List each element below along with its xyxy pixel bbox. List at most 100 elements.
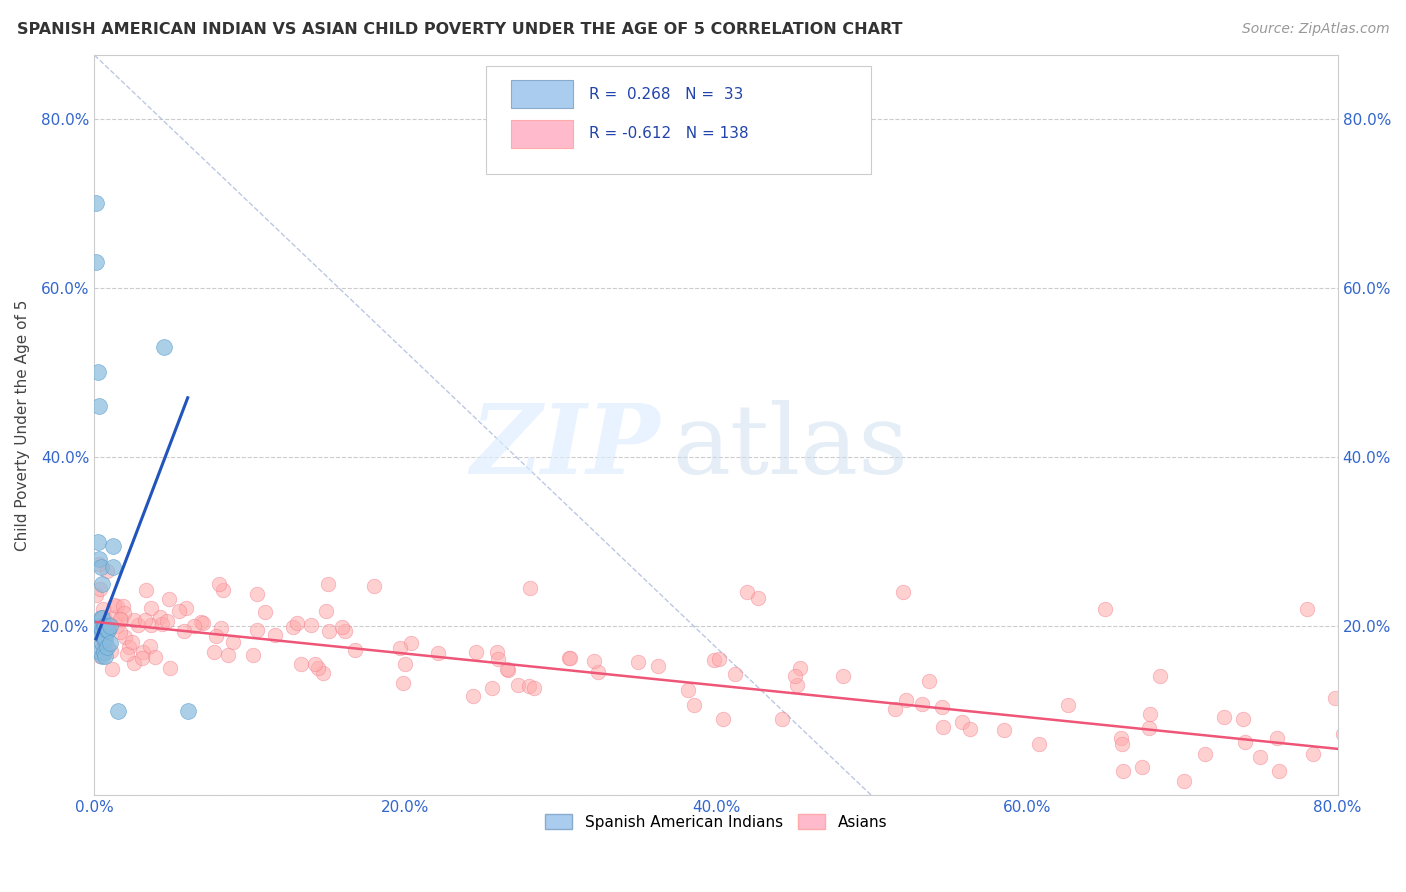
Point [1111, 737, 1133, 751]
Point [1212, 710, 1234, 724]
Point [392, 676, 415, 690]
Point [122, 656, 145, 670]
Point [242, 648, 264, 662]
Point [94, 619, 117, 633]
Point [139, 601, 162, 615]
Point [307, 661, 329, 675]
Point [112, 599, 135, 614]
Point [786, 678, 808, 692]
Point [107, 704, 129, 718]
Point [785, 668, 807, 682]
Point [1137, 721, 1160, 735]
Point [90, 627, 112, 641]
Point [98, 636, 121, 650]
Point [496, 664, 519, 678]
Point [117, 640, 139, 655]
Point [134, 613, 156, 627]
Point [89, 619, 111, 633]
Point [304, 657, 326, 671]
Point [156, 614, 179, 628]
Point [931, 720, 953, 734]
Point [93, 610, 115, 624]
Point [173, 624, 195, 638]
Point [100, 644, 122, 658]
Point [143, 650, 166, 665]
Point [86, 620, 108, 634]
Point [91, 648, 114, 663]
Point [770, 712, 793, 726]
Point [682, 698, 704, 713]
Point [98, 619, 121, 633]
Point [208, 577, 231, 591]
Point [1094, 602, 1116, 616]
Point [486, 652, 509, 666]
Point [98, 617, 121, 632]
Point [399, 636, 422, 650]
Point [209, 621, 232, 635]
Point [1028, 737, 1050, 751]
Point [84, 196, 107, 211]
Point [481, 681, 503, 695]
Text: R =  0.268   N =  33: R = 0.268 N = 33 [589, 87, 744, 102]
Point [1130, 760, 1153, 774]
Point [486, 645, 509, 659]
Point [108, 611, 131, 625]
Point [105, 619, 128, 633]
Point [299, 618, 322, 632]
Point [1331, 727, 1354, 741]
FancyBboxPatch shape [486, 66, 872, 174]
Point [86, 365, 108, 379]
Point [96, 624, 118, 638]
Point [703, 653, 725, 667]
Point [90, 560, 112, 574]
Point [506, 678, 529, 692]
Point [131, 645, 153, 659]
Point [86, 534, 108, 549]
Point [1149, 669, 1171, 683]
Point [104, 610, 127, 624]
Point [315, 604, 337, 618]
Point [89, 582, 111, 597]
Point [150, 617, 173, 632]
Point [910, 698, 932, 712]
Point [205, 629, 228, 643]
Point [894, 692, 917, 706]
Point [91, 611, 114, 625]
Point [1111, 764, 1133, 779]
Point [202, 645, 225, 659]
Point [86, 588, 108, 602]
Point [959, 722, 981, 736]
Point [789, 661, 811, 675]
Point [174, 601, 197, 615]
Point [333, 624, 356, 638]
Point [89, 648, 111, 663]
Point [316, 577, 339, 591]
Point [254, 605, 277, 619]
Point [91, 636, 114, 650]
Point [676, 683, 699, 698]
Point [94, 632, 117, 646]
Legend: Spanish American Indians, Asians: Spanish American Indians, Asians [538, 807, 893, 836]
Point [221, 635, 243, 649]
Point [1173, 774, 1195, 789]
Point [139, 618, 162, 632]
Point [89, 399, 111, 413]
Point [121, 635, 143, 649]
Bar [510, 120, 574, 148]
Point [884, 702, 907, 716]
Point [124, 613, 146, 627]
Point [1139, 706, 1161, 721]
Point [131, 651, 153, 665]
Text: SPANISH AMERICAN INDIAN VS ASIAN CHILD POVERTY UNDER THE AGE OF 5 CORRELATION CH: SPANISH AMERICAN INDIAN VS ASIAN CHILD P… [17, 22, 903, 37]
Point [89, 551, 111, 566]
Point [91, 624, 114, 638]
Point [461, 690, 484, 704]
Bar [510, 80, 574, 109]
Point [831, 669, 853, 683]
Point [96, 640, 118, 655]
Point [159, 661, 181, 675]
Point [157, 591, 180, 606]
Text: Source: ZipAtlas.com: Source: ZipAtlas.com [1241, 22, 1389, 37]
Point [94, 648, 117, 663]
Point [519, 581, 541, 595]
